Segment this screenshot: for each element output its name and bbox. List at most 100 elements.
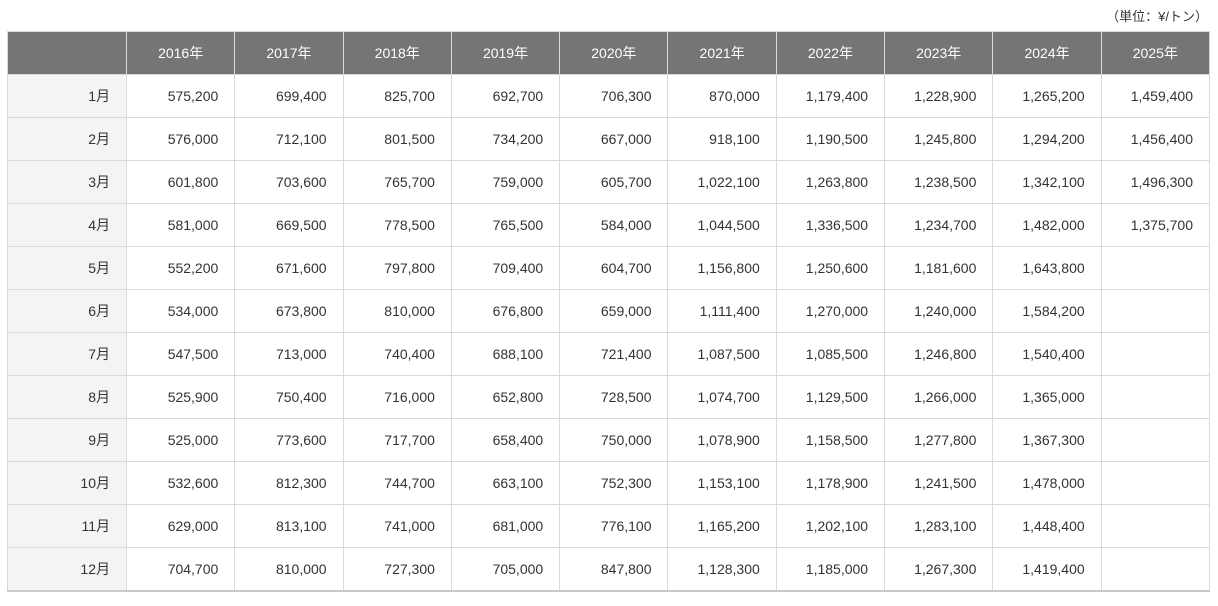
price-cell: 813,100 <box>234 504 344 548</box>
price-table: 2016年 2017年 2018年 2019年 2020年 2021年 2022年 2023年… <box>7 31 1211 592</box>
header-row: 2016年 2017年 2018年 2019年 2020年 2021年 2022年 2023年… <box>7 31 1211 75</box>
price-cell: 709,400 <box>450 246 561 290</box>
price-cell: 1,111,400 <box>667 289 777 333</box>
price-cell: 1,267,300 <box>884 547 994 591</box>
month-label-cell: 6月 <box>7 289 127 333</box>
price-cell: 1,283,100 <box>884 504 994 548</box>
table-row: 8月 525,900 750,400 716,000 652,800 728,500 1,0… <box>7 375 1211 419</box>
year-header: 2025年 <box>1100 31 1211 75</box>
price-cell: 525,900 <box>125 375 236 419</box>
year-header: 2018年 <box>342 31 452 75</box>
price-cell: 1,250,600 <box>775 246 886 290</box>
table-row: 12月 704,700 810,000 727,300 705,000 847,800 1,… <box>7 547 1211 591</box>
year-header: 2023年 <box>884 31 994 75</box>
price-cell: 1,190,500 <box>775 117 886 161</box>
price-cell: 1,241,500 <box>884 461 994 505</box>
price-cell: 659,000 <box>559 289 669 333</box>
year-header: 2021年 <box>667 31 777 75</box>
price-cell: 1,185,000 <box>775 547 886 591</box>
price-cell <box>1100 332 1211 376</box>
price-cell: 797,800 <box>342 246 452 290</box>
price-cell: 1,238,500 <box>884 160 994 204</box>
price-cell: 1,342,100 <box>992 160 1102 204</box>
price-cell: 870,000 <box>667 74 777 118</box>
year-header: 2016年 <box>125 31 236 75</box>
price-cell: 1,496,300 <box>1100 160 1211 204</box>
price-cell: 1,085,500 <box>775 332 886 376</box>
month-label-cell: 10月 <box>7 461 127 505</box>
price-cell: 847,800 <box>559 547 669 591</box>
month-label-cell: 7月 <box>7 332 127 376</box>
table-row: 11月 629,000 813,100 741,000 681,000 776,100 1,… <box>7 504 1211 548</box>
price-cell: 1,448,400 <box>992 504 1102 548</box>
price-cell: 581,000 <box>125 203 236 247</box>
price-cell: 604,700 <box>559 246 669 290</box>
price-cell: 1,128,300 <box>667 547 777 591</box>
table-row: 3月 601,800 703,600 765,700 759,000 605,700 1,0… <box>7 160 1211 204</box>
price-cell: 1,087,500 <box>667 332 777 376</box>
year-header: 2022年 <box>775 31 886 75</box>
price-cell: 671,600 <box>234 246 344 290</box>
price-cell: 812,300 <box>234 461 344 505</box>
price-cell: 667,000 <box>559 117 669 161</box>
table-row: 4月 581,000 669,500 778,500 765,500 584,000 1,0… <box>7 203 1211 247</box>
table-row: 2月 576,000 712,100 801,500 734,200 667,000 918… <box>7 117 1211 161</box>
price-cell: 1,156,800 <box>667 246 777 290</box>
price-cell: 1,179,400 <box>775 74 886 118</box>
price-cell: 750,000 <box>559 418 669 462</box>
price-cell: 1,158,500 <box>775 418 886 462</box>
month-label-cell: 8月 <box>7 375 127 419</box>
price-cell: 717,700 <box>342 418 452 462</box>
price-cell <box>1100 289 1211 333</box>
price-cell: 1,153,100 <box>667 461 777 505</box>
price-cell: 918,100 <box>667 117 777 161</box>
price-cell: 705,000 <box>450 547 561 591</box>
price-cell: 752,300 <box>559 461 669 505</box>
price-cell: 1,074,700 <box>667 375 777 419</box>
table-row: 9月 525,000 773,600 717,700 658,400 750,000 1,0… <box>7 418 1211 462</box>
month-label-cell: 11月 <box>7 504 127 548</box>
table-body: 1月 575,200 699,400 825,700 692,700 706,300 870… <box>7 74 1211 591</box>
price-cell: 1,228,900 <box>884 74 994 118</box>
price-cell: 669,500 <box>234 203 344 247</box>
price-cell: 727,300 <box>342 547 452 591</box>
price-cell: 699,400 <box>234 74 344 118</box>
price-cell: 1,270,000 <box>775 289 886 333</box>
price-cell: 721,400 <box>559 332 669 376</box>
price-cell: 759,000 <box>450 160 561 204</box>
price-cell <box>1100 461 1211 505</box>
price-cell: 605,700 <box>559 160 669 204</box>
price-cell <box>1100 375 1211 419</box>
year-header: 2024年 <box>992 31 1102 75</box>
price-cell: 765,500 <box>450 203 561 247</box>
price-cell: 1,459,400 <box>1100 74 1211 118</box>
price-cell: 750,400 <box>234 375 344 419</box>
price-cell: 1,263,800 <box>775 160 886 204</box>
price-cell: 740,400 <box>342 332 452 376</box>
table-row: 6月 534,000 673,800 810,000 676,800 659,000 1,1… <box>7 289 1211 333</box>
price-cell: 1,265,200 <box>992 74 1102 118</box>
price-cell: 692,700 <box>450 74 561 118</box>
month-label-cell: 2月 <box>7 117 127 161</box>
price-cell: 1,022,100 <box>667 160 777 204</box>
corner-cell <box>7 31 127 75</box>
price-cell: 584,000 <box>559 203 669 247</box>
price-cell: 716,000 <box>342 375 452 419</box>
price-cell: 1,246,800 <box>884 332 994 376</box>
price-cell: 681,000 <box>450 504 561 548</box>
price-cell: 1,375,700 <box>1100 203 1211 247</box>
price-cell: 1,478,000 <box>992 461 1102 505</box>
price-cell: 1,181,600 <box>884 246 994 290</box>
price-cell: 1,643,800 <box>992 246 1102 290</box>
price-cell: 1,078,900 <box>667 418 777 462</box>
price-cell: 1,294,200 <box>992 117 1102 161</box>
price-cell: 776,100 <box>559 504 669 548</box>
price-cell: 704,700 <box>125 547 236 591</box>
price-cell: 1,240,000 <box>884 289 994 333</box>
price-cell: 629,000 <box>125 504 236 548</box>
price-cell: 810,000 <box>234 547 344 591</box>
month-label-cell: 9月 <box>7 418 127 462</box>
price-cell: 1,165,200 <box>667 504 777 548</box>
price-cell: 1,277,800 <box>884 418 994 462</box>
